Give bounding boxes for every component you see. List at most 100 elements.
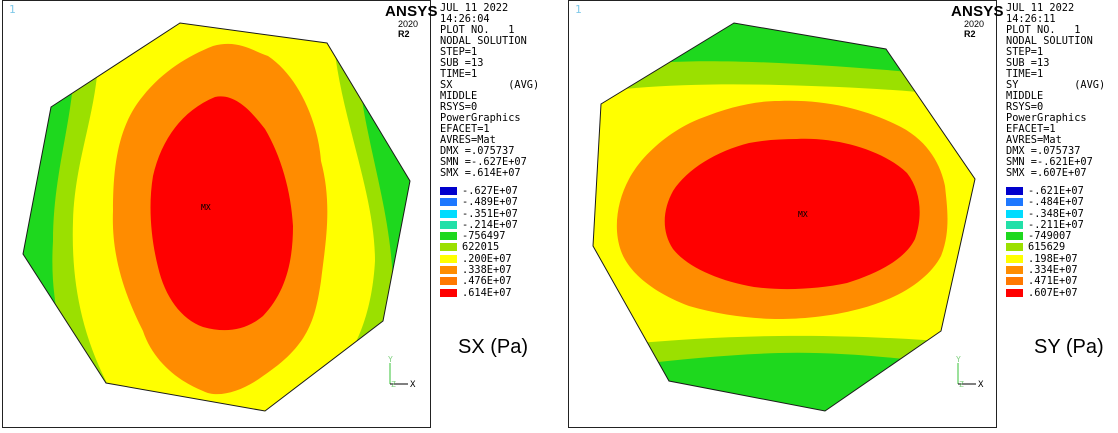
max-marker: MX [201,203,211,212]
graphics-mode: PowerGraphics [440,112,521,124]
legend-value: 622015 [462,241,500,254]
legend-value: -.621E+07 [1028,185,1084,197]
time: TIME=1 [440,68,478,80]
triad-y-label: Y [956,355,961,364]
plot-date: JUL 11 2022 [440,2,509,14]
legend-swatch [440,288,457,297]
efacet: EFACET=1 [440,123,490,135]
triad-z-label: Z [959,380,964,389]
solution-type: NODAL SOLUTION [1006,35,1093,47]
smn: SMN =-.621E+07 [1006,156,1093,168]
smx: SMX =.614E+07 [440,167,521,179]
sx-info-block: JUL 11 2022 14:26:04 PLOT NO. 1 NODAL SO… [440,3,539,179]
sx-caption: SX (Pa) [458,336,529,358]
substep: SUB =13 [1006,57,1050,69]
window-number: 1 [9,3,16,16]
contour-band-red [150,96,293,331]
legend-swatch [440,266,457,275]
sy-contour-plot: MX Y Z X [592,22,984,412]
step: STEP=1 [1006,46,1044,58]
legend-value: .614E+07 [462,286,512,299]
legend-value: .338E+07 [462,264,512,277]
legend-swatch [440,198,457,207]
layer: MIDDLE [1006,90,1044,102]
release-label: 2020 R2 [398,19,419,39]
legend-swatch [440,232,457,241]
legend-swatch [1006,187,1023,195]
ansys-logo: ANSYS [385,3,438,20]
graphics-mode: PowerGraphics [1006,112,1087,124]
legend-swatch [1006,277,1023,286]
plot-number: PLOT NO. 1 [1006,24,1081,36]
legend-swatch [440,209,457,218]
legend-value: 615629 [1028,241,1066,254]
legend-swatch [440,243,457,252]
smn: SMN =-.627E+07 [440,156,527,168]
legend-value: -756497 [462,230,506,243]
max-marker: MX [798,210,808,219]
plot-number: PLOT NO. 1 [440,24,515,36]
layer: MIDDLE [440,90,478,102]
substep: SUB =13 [440,57,484,69]
legend-value: .476E+07 [462,275,512,288]
triad-y-label: Y [388,355,393,364]
plot-date: JUL 11 2022 [1006,2,1075,14]
step: STEP=1 [440,46,478,58]
smx: SMX =.607E+07 [1006,167,1087,179]
solution-type: NODAL SOLUTION [440,35,527,47]
dmx: DMX =.075737 [1006,145,1081,157]
legend-value: .334E+07 [1028,264,1078,277]
legend-swatch [1006,232,1023,241]
legend-value: .471E+07 [1028,275,1078,288]
legend-swatch [440,277,457,286]
octagon-outline [592,22,976,412]
legend-swatch [440,187,457,195]
sx-plot-window: 1 MX Y Z X ANSYS 2020 R2 [2,0,437,428]
triad-z-label: Z [391,380,396,389]
legend-swatch [440,220,457,229]
rsys: RSYS=0 [1006,101,1044,113]
legend-swatch [440,254,457,263]
legend-swatch [1006,266,1023,275]
legend-value: .607E+07 [1028,286,1078,299]
octagon-outline [22,22,411,412]
legend-value: -.348E+07 [1028,207,1084,220]
dmx: DMX =.075737 [440,145,515,157]
legend-value: -.211E+07 [1028,218,1084,231]
legend-value: -.489E+07 [462,196,518,209]
sy-info-block: JUL 11 2022 14:26:11 PLOT NO. 1 NODAL SO… [1006,3,1105,179]
contour-band-red [664,138,920,290]
avres: AVRES=Mat [440,134,496,146]
window-number: 1 [575,3,582,16]
plot-time: 14:26:11 [1006,13,1056,25]
legend-value: -.214E+07 [462,218,518,231]
legend-swatch [1006,243,1023,252]
sy-plot-window: 1 MX Y Z X ANSYS 2020 R2 [568,0,1003,428]
legend-swatch [1006,209,1023,218]
legend-value: -.484E+07 [1028,196,1084,209]
result-item: SY (AVG) [1006,79,1106,91]
avres: AVRES=Mat [1006,134,1062,146]
legend-value: -.351E+07 [462,207,518,220]
legend-value: -749007 [1028,230,1072,243]
legend-swatch [1006,254,1023,263]
sx-contour-plot: MX Y Z X [22,22,416,412]
triad-x-label: X [978,380,984,390]
legend-swatch [1006,288,1023,297]
legend-value: .200E+07 [462,252,512,265]
sx-panel: 1 MX Y Z X ANSYS 2020 R2 JUL 11 2022 [0,0,550,433]
triad-x-label: X [410,380,416,390]
plot-time: 14:26:04 [440,13,490,25]
legend-value: .198E+07 [1028,252,1078,265]
legend-value: -.627E+07 [462,185,518,197]
rsys: RSYS=0 [440,101,478,113]
release-label: 2020 R2 [964,19,985,39]
ansys-logo: ANSYS [951,3,1004,20]
efacet: EFACET=1 [1006,123,1056,135]
time: TIME=1 [1006,68,1044,80]
legend-swatch [1006,198,1023,207]
sy-panel: 1 MX Y Z X ANSYS 2020 R2 JUL 11 2022 [566,0,1118,433]
result-item: SX (AVG) [440,79,540,91]
sy-caption: SY (Pa) [1034,336,1104,358]
legend-swatch [1006,220,1023,229]
